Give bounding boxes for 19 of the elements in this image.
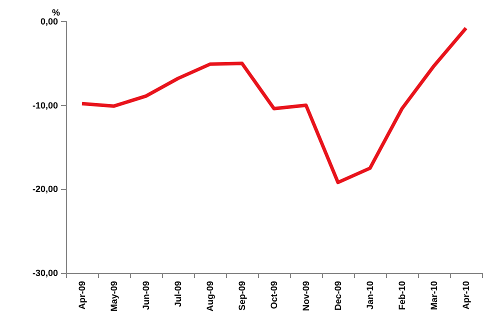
x-tick-label: Jun-09 <box>141 281 151 310</box>
y-tick-label: 0,00 <box>40 16 58 26</box>
x-tick-label: Aug-09 <box>205 281 215 312</box>
y-tick-label: -20,00 <box>32 184 58 194</box>
x-tick-label: Oct-09 <box>269 281 279 310</box>
x-tick-label: Nov-09 <box>301 281 311 312</box>
x-tick-label: Mar-10 <box>429 281 439 310</box>
x-tick-label: Dec-09 <box>333 281 343 311</box>
y-tick-label: -30,00 <box>32 268 58 278</box>
y-axis-title: % <box>52 8 60 18</box>
x-tick-label: Apr-09 <box>77 281 87 310</box>
line-series <box>80 26 468 184</box>
x-tick-label: Feb-10 <box>397 281 407 310</box>
x-tick-label: Jan-10 <box>365 281 375 310</box>
x-tick-label: May-09 <box>109 281 119 312</box>
x-tick-label: Apr-10 <box>461 281 471 310</box>
x-tick-label: Jul-09 <box>173 281 183 308</box>
y-tick-label: -10,00 <box>32 100 58 110</box>
x-tick-label: Sep-09 <box>237 281 247 311</box>
